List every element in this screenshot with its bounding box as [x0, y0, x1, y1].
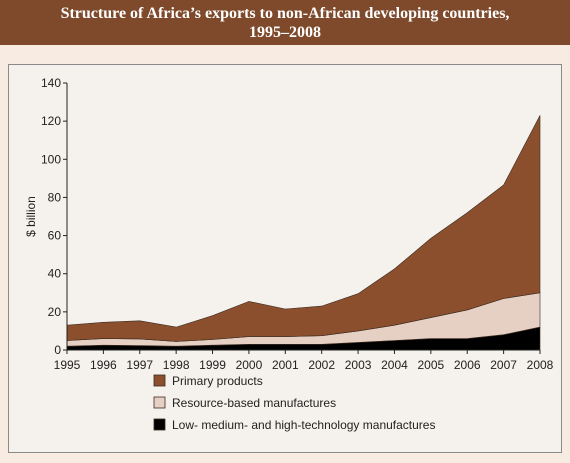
- y-tick-label: 40: [48, 267, 62, 281]
- legend-label: Low- medium- and high-technology manufac…: [172, 418, 435, 432]
- chart-frame: 0 20 40 60 80 100 120 140 1995 1996 1997 1998 1999 20…: [8, 64, 562, 453]
- legend-swatch: [153, 396, 166, 409]
- y-tick-label: 140: [41, 76, 61, 90]
- x-tick-label: 1998: [163, 358, 190, 372]
- y-tick-label: 20: [48, 305, 62, 319]
- y-tick-label: 100: [41, 152, 61, 166]
- legend-swatch: [153, 374, 166, 387]
- x-tick-label: 2006: [454, 358, 481, 372]
- x-tick-label: 1997: [126, 358, 153, 372]
- area-primary-products: [66, 115, 541, 342]
- legend-swatch: [153, 418, 166, 431]
- chart-title-line-2: 1995–2008: [249, 24, 321, 41]
- y-tick-label: 80: [48, 190, 62, 204]
- chart-title-banner: Structure of Africa’s exports to non-Afr…: [0, 0, 570, 45]
- chart-title-line-1: Structure of Africa’s exports to non-Afr…: [60, 5, 510, 22]
- x-tick-label: 1999: [199, 358, 226, 372]
- x-tick-label: 2005: [417, 358, 444, 372]
- stacked-area-chart: 0 20 40 60 80 100 120 140 1995 1996 1997 1998 1999 20…: [24, 76, 554, 432]
- y-tick-label: 0: [54, 343, 61, 357]
- x-tick-label: 2008: [527, 358, 554, 372]
- x-tick-label: 2000: [236, 358, 263, 372]
- y-tick-label: 120: [41, 114, 61, 128]
- x-tick-label: 2002: [308, 358, 335, 372]
- x-tick-label: 2004: [381, 358, 408, 372]
- x-tick-label: 2007: [490, 358, 517, 372]
- y-axis-label: $ billion: [24, 196, 38, 237]
- x-tick-label: 2003: [345, 358, 372, 372]
- legend-label: Resource-based manufactures: [172, 396, 336, 410]
- x-tick-label: 1996: [90, 358, 117, 372]
- x-tick-label: 2001: [272, 358, 299, 372]
- x-tick-label: 1995: [54, 358, 81, 372]
- legend-label: Primary products: [172, 374, 263, 388]
- y-tick-label: 60: [48, 229, 62, 243]
